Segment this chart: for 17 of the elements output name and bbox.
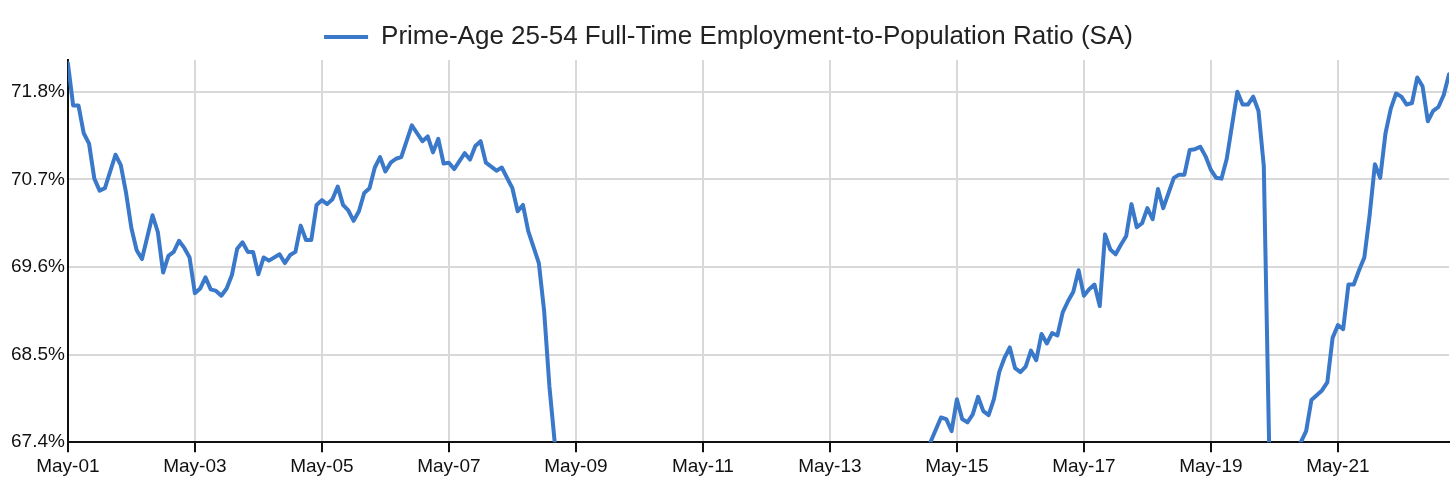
x-tick-label: May-01 (36, 454, 100, 476)
x-tick-label: May-17 (1052, 454, 1116, 476)
x-tick-label: May-21 (1306, 454, 1370, 476)
x-tick-label: May-11 (671, 454, 734, 476)
x-tick-label: May-05 (290, 454, 354, 476)
x-tick-label: May-15 (925, 454, 989, 476)
x-tick-label: May-09 (544, 454, 608, 476)
legend-label: Prime-Age 25-54 Full-Time Employment-to-Population Ratio (SA) (381, 20, 1133, 51)
x-tick-label: May-19 (1179, 454, 1243, 476)
x-tick-label: May-13 (798, 454, 862, 476)
y-tick-label: 67.4% (11, 430, 65, 452)
x-tick-label: May-07 (417, 454, 481, 476)
y-tick-label: 68.5% (11, 342, 65, 364)
y-tick-label: 69.6% (11, 255, 65, 277)
y-tick-label: 71.8% (11, 80, 65, 102)
y-tick-label: 70.7% (11, 167, 65, 189)
x-tick-label: May-03 (163, 454, 227, 476)
